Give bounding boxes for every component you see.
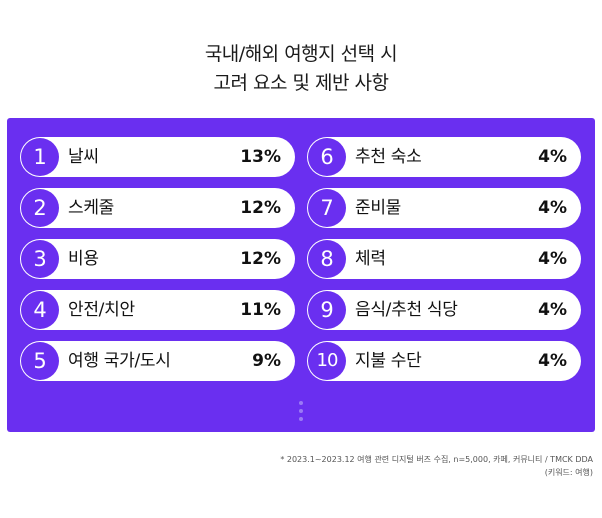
rank-label: 지불 수단: [355, 351, 422, 371]
rank-badge: 3: [21, 240, 59, 278]
ranking-row: 3 비용 12%: [20, 239, 295, 279]
rank-label: 추천 숙소: [355, 147, 422, 167]
ranking-row: 9 음식/추천 식당 4%: [307, 290, 581, 330]
dot: [299, 417, 303, 421]
title-line-1: 국내/해외 여행지 선택 시: [204, 43, 398, 65]
ranking-row: 2 스케줄 12%: [20, 188, 295, 228]
rank-label: 비용: [68, 249, 99, 269]
dot: [299, 401, 303, 405]
ranking-row: 6 추천 숙소 4%: [307, 137, 581, 177]
rank-label: 스케줄: [68, 198, 115, 218]
ranking-row: 10 지불 수단 4%: [307, 341, 581, 381]
rank-percent: 12%: [240, 198, 281, 218]
ranking-row: 8 체력 4%: [307, 239, 581, 279]
rank-label: 체력: [355, 249, 386, 269]
rank-badge: 9: [308, 291, 346, 329]
rank-label: 음식/추천 식당: [355, 300, 458, 320]
rank-percent: 4%: [538, 300, 567, 320]
rank-badge: 5: [21, 342, 59, 380]
rank-percent: 4%: [538, 147, 567, 167]
ranking-panel: 1 날씨 13% 2 스케줄 12% 3 비용 12% 4 안전/치안 11% …: [7, 118, 595, 432]
rank-percent: 11%: [240, 300, 281, 320]
more-dots-icon: [298, 401, 304, 425]
ranking-row: 4 안전/치안 11%: [20, 290, 295, 330]
rank-label: 안전/치안: [68, 300, 135, 320]
footnote: * 2023.1~2023.12 여행 관련 디지털 버즈 수집, n=5,00…: [193, 453, 593, 479]
rank-percent: 13%: [240, 147, 281, 167]
rank-label: 여행 국가/도시: [68, 351, 171, 371]
ranking-row: 7 준비물 4%: [307, 188, 581, 228]
ranking-column-left: 1 날씨 13% 2 스케줄 12% 3 비용 12% 4 안전/치안 11% …: [20, 137, 295, 392]
rank-badge: 8: [308, 240, 346, 278]
footnote-line-1: * 2023.1~2023.12 여행 관련 디지털 버즈 수집, n=5,00…: [280, 455, 593, 464]
rank-badge: 7: [308, 189, 346, 227]
rank-badge: 1: [21, 138, 59, 176]
rank-badge: 4: [21, 291, 59, 329]
title-line-2: 고려 요소 및 제반 사항: [213, 72, 389, 94]
ranking-row: 5 여행 국가/도시 9%: [20, 341, 295, 381]
rank-badge: 10: [308, 342, 346, 380]
rank-percent: 4%: [538, 249, 567, 269]
rank-percent: 9%: [252, 351, 281, 371]
rank-percent: 4%: [538, 198, 567, 218]
ranking-row: 1 날씨 13%: [20, 137, 295, 177]
dot: [299, 409, 303, 413]
rank-percent: 12%: [240, 249, 281, 269]
footnote-line-2: (키워드: 여행): [544, 468, 593, 477]
rank-label: 준비물: [355, 198, 402, 218]
rank-badge: 6: [308, 138, 346, 176]
rank-badge: 2: [21, 189, 59, 227]
rank-label: 날씨: [68, 147, 99, 167]
rank-percent: 4%: [538, 351, 567, 371]
chart-title: 국내/해외 여행지 선택 시 고려 요소 및 제반 사항: [0, 40, 602, 98]
ranking-column-right: 6 추천 숙소 4% 7 준비물 4% 8 체력 4% 9 음식/추천 식당 4…: [307, 137, 581, 392]
